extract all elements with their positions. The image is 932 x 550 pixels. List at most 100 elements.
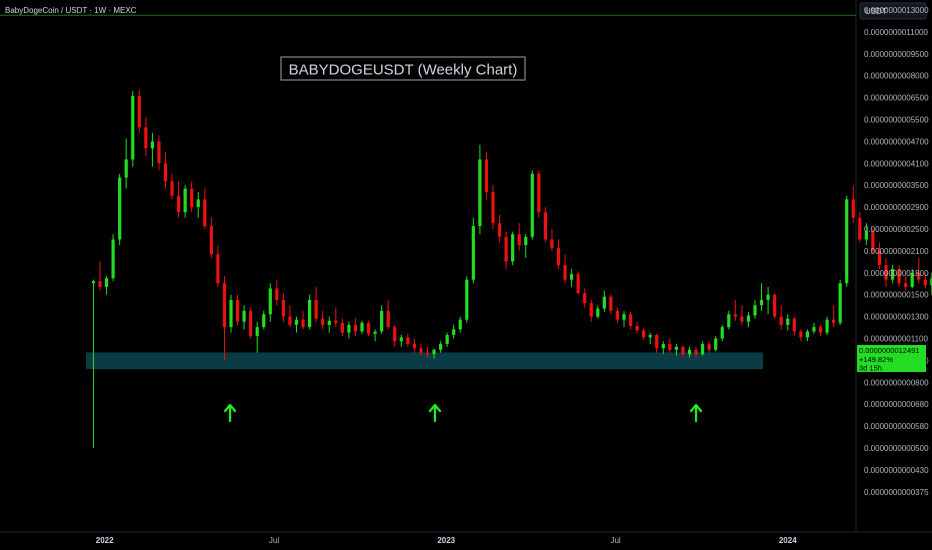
y-tick-label: 0.0000000002900 — [864, 203, 929, 212]
candle-up — [268, 283, 272, 322]
candle-up — [478, 144, 482, 235]
candles-layer — [91, 89, 932, 448]
candle-body — [707, 344, 711, 350]
candle-down — [170, 173, 174, 200]
candle-body — [877, 250, 882, 266]
candle-body — [321, 318, 325, 325]
candle-body — [111, 239, 115, 279]
candle-body — [740, 316, 744, 322]
candle-up — [131, 91, 135, 167]
candle-body — [255, 327, 259, 337]
candle-body — [118, 177, 122, 240]
candle-body — [563, 265, 567, 280]
candle-body — [864, 231, 868, 240]
last-price-label-bg — [857, 345, 926, 372]
candle-up — [759, 283, 764, 311]
candle-body — [733, 314, 737, 317]
y-tick-label: 0.0000000002100 — [864, 247, 929, 256]
candle-body — [851, 199, 855, 218]
candle-down — [98, 261, 102, 291]
candle-body — [648, 334, 652, 338]
candle-up — [838, 279, 842, 325]
x-tick-label: 2024 — [779, 536, 797, 545]
candle-down — [386, 299, 390, 330]
candle-down — [871, 229, 875, 255]
candle-up — [864, 223, 868, 246]
candle-up — [91, 279, 96, 448]
candle-body — [196, 199, 200, 208]
y-tick-label: 0.0000000000500 — [864, 444, 929, 453]
y-tick-label: 0.0000000006500 — [864, 94, 929, 103]
candle-body — [779, 316, 783, 325]
candle-body — [537, 173, 541, 213]
candle-body — [353, 324, 358, 332]
candle-down — [484, 151, 489, 200]
candle-down — [491, 185, 495, 229]
candle-body — [655, 334, 659, 349]
candle-body — [301, 319, 305, 328]
candle-down — [655, 333, 659, 353]
candle-down — [366, 320, 371, 337]
candle-up — [746, 311, 751, 328]
candle-down — [504, 231, 508, 269]
candle-body — [458, 319, 462, 330]
candle-down — [615, 307, 620, 323]
candle-body — [746, 315, 751, 322]
candle-up — [812, 322, 816, 334]
candle-body — [347, 324, 351, 333]
y-tick-label: 0.0000000001800 — [864, 269, 929, 278]
candle-up — [511, 231, 515, 266]
candle-body — [838, 283, 842, 323]
candle-down — [773, 293, 777, 319]
y-tick-label: 0.0000000004700 — [864, 137, 929, 146]
candle-body — [714, 338, 718, 350]
currency-badge[interactable]: USDT — [865, 7, 887, 16]
y-tick-label: 0.0000000002500 — [864, 225, 929, 234]
candle-body — [445, 334, 449, 345]
currency-badge-box[interactable] — [859, 2, 927, 20]
candle-up — [360, 320, 364, 334]
candle-body — [805, 331, 809, 338]
y-tick-label: 0.0000000000430 — [864, 466, 929, 475]
candle-body — [366, 322, 371, 334]
candle-up — [753, 299, 757, 319]
candle-down — [222, 276, 227, 361]
candle-body — [124, 159, 128, 178]
candle-up — [439, 341, 443, 353]
candle-body — [871, 231, 875, 251]
candle-up — [805, 329, 809, 342]
y-tick-label: 0.0000000004100 — [864, 159, 929, 168]
candle-down — [190, 181, 194, 213]
candle-body — [930, 278, 932, 286]
candle-up — [524, 234, 528, 258]
candle-down — [668, 338, 672, 353]
candle-up — [720, 324, 724, 342]
last-price-change: +149.82% — [859, 355, 893, 364]
support-arrow-head — [428, 403, 442, 413]
candle-body — [235, 299, 240, 322]
candle-body — [832, 319, 836, 323]
candle-body — [773, 294, 777, 317]
candle-down — [799, 329, 803, 342]
candle-up — [118, 173, 122, 246]
candle-down — [249, 307, 253, 339]
candle-down — [353, 318, 358, 337]
y-tick-label: 0.0000000000680 — [864, 400, 929, 409]
time-axis[interactable]: 2022Jul2023Jul2024Jul2025Jul2026 — [96, 536, 932, 545]
candle-down — [537, 170, 541, 218]
candle-body — [615, 310, 620, 320]
candle-body — [530, 173, 534, 237]
candle-up — [701, 341, 705, 356]
support-arrow-head — [689, 403, 703, 413]
candle-down — [642, 328, 646, 340]
y-tick-label: 0.0000000013000 — [864, 6, 929, 15]
candle-body — [583, 293, 587, 304]
price-axis[interactable]: 0.0000000013000 0.0000000011000 0.00000000… — [864, 6, 929, 497]
candle-down — [275, 279, 279, 306]
candle-up — [196, 192, 200, 218]
candle-body — [543, 212, 547, 240]
candle-body — [681, 346, 685, 355]
candle-down — [288, 305, 292, 328]
candle-up — [399, 334, 403, 347]
